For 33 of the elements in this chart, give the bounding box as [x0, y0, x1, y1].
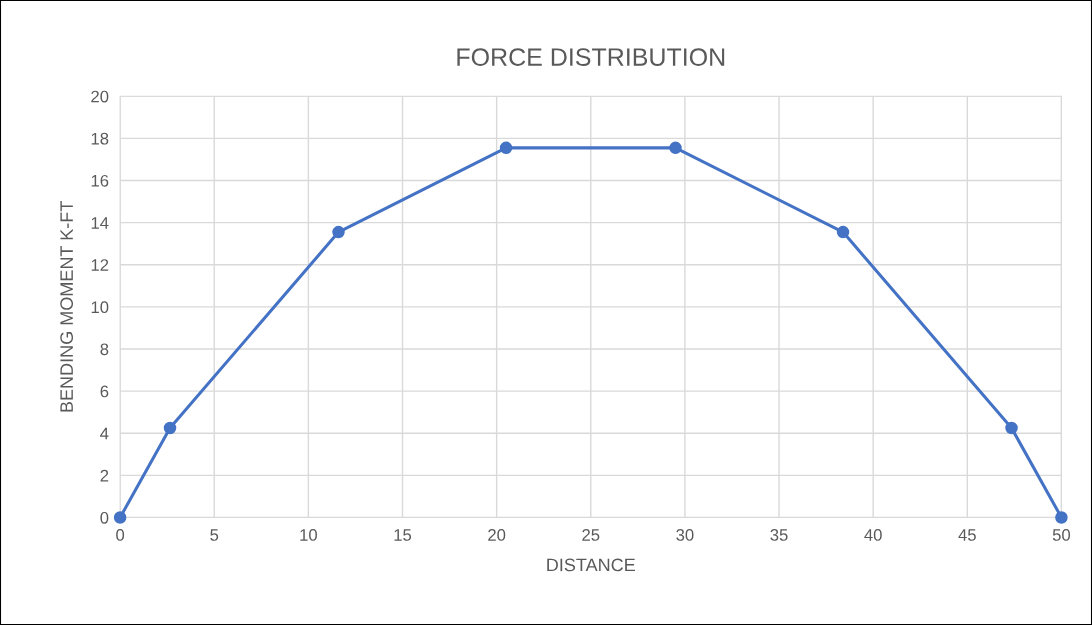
x-tick-label: 30 [676, 529, 694, 541]
point [499, 141, 513, 155]
x-tick-label: 10 [300, 529, 317, 541]
point [113, 511, 127, 524]
y-tick-label: 4 [100, 427, 109, 440]
y-tick-label: 16 [91, 174, 109, 187]
y-tick-label: 2 [100, 469, 109, 482]
point [163, 421, 177, 435]
point [669, 141, 682, 155]
x-tick-label: 0 [116, 529, 125, 541]
point [836, 225, 850, 239]
point [1005, 421, 1018, 435]
x-tick-label: 20 [488, 529, 506, 541]
y-tick-label: 6 [100, 385, 109, 398]
y-tick-label: 0 [100, 511, 109, 524]
y-tick-label: 20 [91, 90, 109, 103]
y-tick-label: 10 [91, 301, 109, 314]
x-tick-label: 35 [770, 529, 788, 541]
point [1055, 511, 1068, 524]
point [332, 225, 345, 239]
x-tick-label: 5 [210, 529, 219, 541]
y-tick-label: 14 [91, 217, 109, 229]
chart-title: FORCE DISTRIBUTION [457, 48, 725, 66]
x-tick-label: 50 [1052, 529, 1071, 541]
y-tick-label: 12 [91, 259, 109, 271]
x-tick-label: 40 [864, 529, 882, 541]
y-axis-title: BENDING MOMENT K-FT [60, 201, 74, 412]
x-tick-label: 15 [394, 529, 412, 541]
x-tick-label: 25 [582, 529, 600, 541]
x-axis-title: DISTANCE [547, 558, 635, 572]
y-tick-label: 8 [100, 343, 109, 356]
y-tick-label: 18 [91, 132, 109, 145]
x-tick-label: 45 [958, 529, 976, 541]
